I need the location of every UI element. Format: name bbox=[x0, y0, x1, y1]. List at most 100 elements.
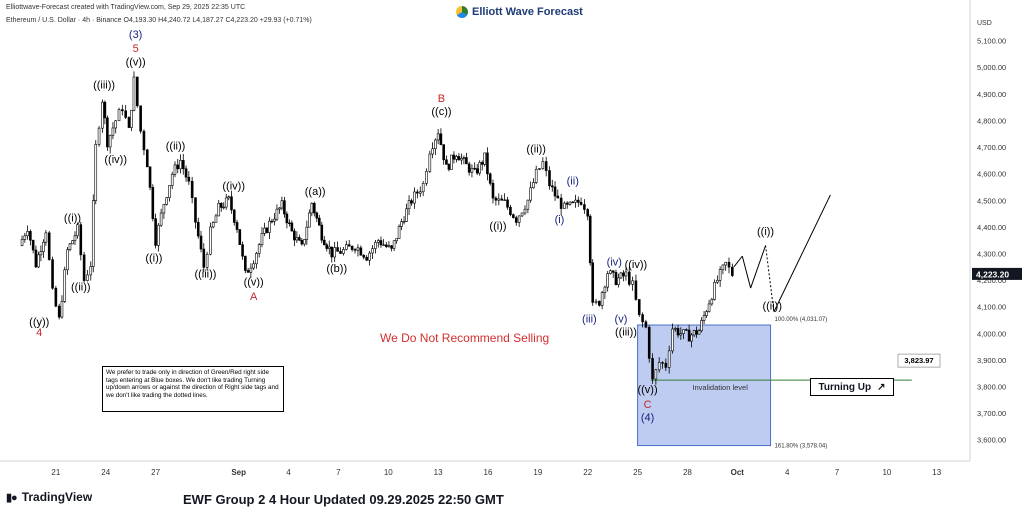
candle-body bbox=[627, 271, 631, 285]
candle-body bbox=[397, 226, 401, 239]
candle-body bbox=[470, 167, 474, 173]
candle-body bbox=[176, 164, 180, 170]
candle-body bbox=[622, 272, 625, 277]
candle-body bbox=[526, 199, 530, 210]
candle-body bbox=[418, 191, 422, 194]
candle-body bbox=[594, 300, 598, 303]
candle-body bbox=[637, 299, 641, 315]
candle-body bbox=[442, 144, 445, 161]
wave-label: ((iv)) bbox=[625, 259, 648, 271]
candle-body bbox=[222, 206, 226, 209]
tradingview-mark-icon: ▮● bbox=[6, 491, 18, 504]
candle-body bbox=[416, 191, 419, 194]
candle-body bbox=[194, 197, 197, 223]
candle-body bbox=[257, 244, 261, 254]
candle-body bbox=[37, 254, 40, 268]
candle-body bbox=[232, 209, 236, 223]
candle-body bbox=[494, 197, 498, 201]
candle-body bbox=[219, 203, 223, 208]
candle-body bbox=[619, 272, 623, 279]
candle-body bbox=[598, 300, 601, 306]
candle-body bbox=[445, 159, 448, 165]
wave-label: 4 bbox=[36, 327, 42, 339]
x-tick-label: 22 bbox=[583, 468, 592, 477]
candle-body bbox=[661, 362, 664, 364]
candle-body bbox=[315, 212, 319, 219]
candle-body bbox=[664, 362, 668, 368]
candle-body bbox=[280, 200, 284, 209]
candle-body bbox=[550, 185, 554, 188]
candle-body bbox=[345, 244, 348, 250]
candle-body bbox=[187, 176, 191, 182]
candle-body bbox=[353, 249, 357, 251]
x-tick-label: 10 bbox=[384, 468, 393, 477]
candle-body bbox=[66, 249, 69, 271]
candle-body bbox=[512, 214, 515, 218]
fib-100-label: 100.00% (4,031.07) bbox=[775, 317, 828, 323]
tradingview-logo[interactable]: ▮● TradingView bbox=[6, 490, 92, 504]
y-tick-label: 4,500.00 bbox=[977, 196, 1006, 205]
candle-body bbox=[288, 222, 291, 224]
candle-body bbox=[303, 239, 306, 245]
candle-body bbox=[26, 231, 29, 237]
x-tick-label: 13 bbox=[434, 468, 443, 477]
candle-body bbox=[317, 217, 321, 226]
candle-body bbox=[634, 280, 638, 300]
candle-body bbox=[283, 200, 286, 215]
candle-body bbox=[20, 239, 24, 246]
candle-body bbox=[517, 215, 521, 223]
invalidation-price-text: 3,823.97 bbox=[904, 356, 933, 365]
candle-body bbox=[563, 202, 566, 209]
x-tick-label: 4 bbox=[286, 468, 291, 477]
candle-body bbox=[101, 101, 104, 129]
y-tick-label: 5,000.00 bbox=[977, 63, 1006, 72]
candle-body bbox=[151, 187, 155, 219]
candle-body bbox=[509, 206, 512, 215]
candle-body bbox=[631, 280, 634, 285]
candle-body bbox=[181, 160, 185, 170]
candle-body bbox=[362, 254, 366, 258]
candle-body bbox=[614, 272, 618, 285]
candle-body bbox=[455, 156, 458, 160]
candle-body bbox=[534, 168, 538, 183]
candle-body bbox=[295, 237, 299, 241]
created-by-line: Elliottwave-Forecast created with Tradin… bbox=[6, 4, 246, 11]
candle-body bbox=[431, 148, 434, 155]
candle-body bbox=[478, 162, 481, 174]
candle-body bbox=[436, 133, 440, 141]
recommendation-notice: We Do Not Recommend Selling bbox=[380, 331, 550, 345]
candle-body bbox=[486, 152, 489, 175]
candle-body bbox=[695, 330, 698, 335]
candle-body bbox=[124, 110, 127, 118]
candle-body bbox=[586, 209, 590, 217]
candle-body bbox=[600, 292, 604, 306]
candle-body bbox=[588, 215, 592, 264]
candle-body bbox=[520, 212, 524, 217]
candle-body bbox=[130, 109, 133, 128]
candle-body bbox=[209, 226, 212, 255]
candle-body bbox=[407, 200, 411, 210]
invalidation-label: Invalidation level bbox=[692, 383, 748, 392]
candle-body bbox=[211, 222, 215, 228]
wave-label: ((iv)) bbox=[222, 181, 245, 193]
candle-body bbox=[97, 127, 101, 145]
candle-body bbox=[428, 153, 432, 172]
y-tick-label: 4,600.00 bbox=[977, 170, 1006, 179]
candle-body bbox=[556, 195, 560, 199]
candle-body bbox=[710, 299, 714, 305]
candle-body bbox=[617, 277, 620, 285]
candle-body bbox=[405, 208, 408, 222]
candle-body bbox=[390, 245, 393, 249]
candle-body bbox=[532, 182, 535, 189]
candle-body bbox=[447, 164, 451, 170]
candle-body bbox=[450, 154, 453, 170]
candle-body bbox=[716, 280, 719, 283]
candle-body bbox=[121, 109, 124, 112]
candle-body bbox=[647, 326, 651, 359]
candle-body bbox=[68, 243, 72, 251]
candle-body bbox=[421, 183, 425, 193]
candle-body bbox=[168, 185, 171, 198]
wave-label: ((ii)) bbox=[71, 282, 91, 294]
candle-body bbox=[298, 237, 301, 241]
